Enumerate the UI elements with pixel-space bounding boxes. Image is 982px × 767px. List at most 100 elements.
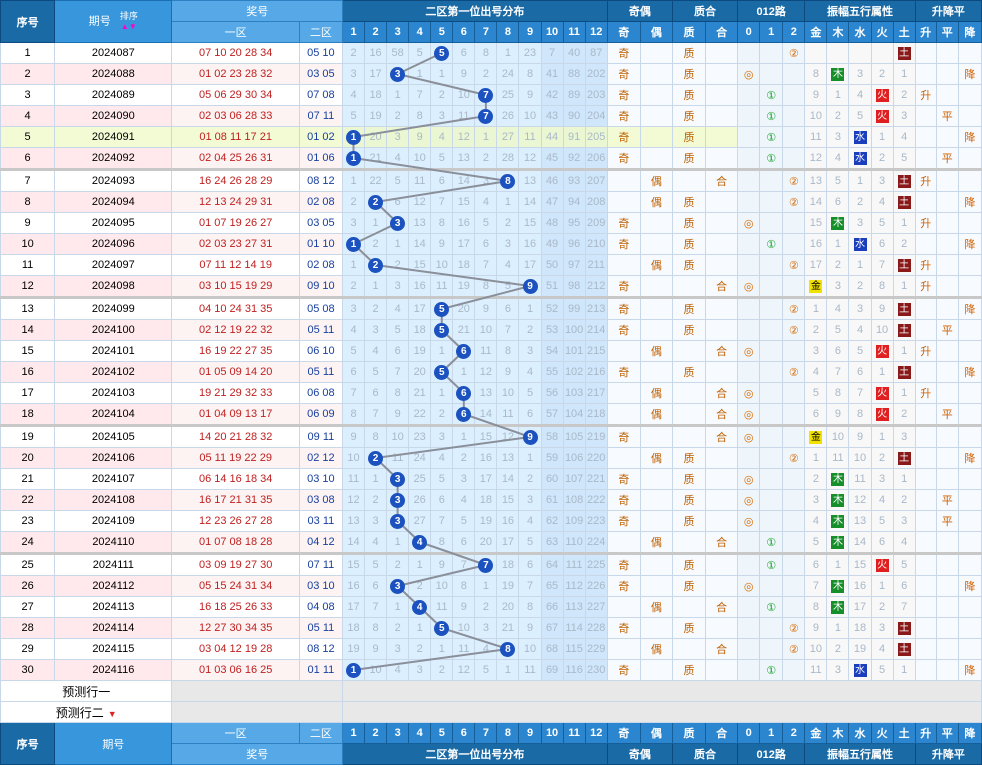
footer-route-2: 2 — [782, 722, 806, 744]
dist-miss-cell: 229 — [584, 638, 608, 660]
wuxing-cell: 11 — [848, 468, 872, 490]
row-period[interactable]: 2024110 — [54, 531, 173, 554]
number-ball: 6 — [456, 385, 472, 401]
table-row[interactable]: 9 2024095 01 07 19 26 27 03 05 3 1 3 13 8 16 5 2 15 4… — [0, 212, 982, 234]
table-row[interactable]: 10 2024096 02 03 23 27 31 01 10 1 2 1 14 9 17 6 3 16… — [0, 233, 982, 255]
parity-cell: 奇 — [606, 126, 641, 148]
row-seq: 7 — [0, 168, 56, 192]
table-row[interactable]: 8 2024094 12 13 24 29 31 02 08 2 2 6 12 7 15 4 1 14 4… — [0, 191, 982, 213]
row-period[interactable]: 2024108 — [54, 489, 173, 511]
row-period[interactable]: 2024091 — [54, 126, 173, 148]
row-period[interactable]: 2024106 — [54, 447, 173, 469]
table-row[interactable]: 12 2024098 03 10 15 19 29 09 10 2 1 3 16 11 19 8 5 9… — [0, 275, 982, 298]
dist-miss-cell: 19 — [496, 575, 520, 597]
predict-row-1[interactable]: 预测行一 — [0, 680, 173, 702]
dist-hit-cell: 3 — [386, 63, 410, 85]
row-period[interactable]: 2024090 — [54, 105, 173, 127]
table-row[interactable]: 7 2024093 16 24 26 28 29 08 12 1 22 5 11 6 14 3 8 13… — [0, 168, 982, 192]
dist-miss-cell: 217 — [584, 382, 608, 404]
row-period[interactable]: 2024104 — [54, 403, 173, 426]
updown-cell — [914, 447, 937, 469]
table-row[interactable]: 1 2024087 07 10 20 28 34 05 10 2 16 58 5 5 6 8 1 23 7… — [0, 42, 982, 64]
table-row[interactable]: 15 2024101 16 19 22 27 35 06 10 5 4 6 19 1 6 11 8 3 5… — [0, 340, 982, 362]
table-row[interactable]: 28 2024114 12 27 30 34 35 05 11 18 8 2 1 5 10 3 21 9… — [0, 617, 982, 639]
row-period[interactable]: 2024099 — [54, 296, 173, 320]
wuxing-cell: 4 — [826, 147, 850, 170]
row-period[interactable]: 2024115 — [54, 638, 173, 660]
updown-cell — [935, 296, 959, 320]
row-period[interactable]: 2024105 — [54, 424, 173, 448]
row-period[interactable]: 2024101 — [54, 340, 173, 362]
wuxing-badge: 土 — [897, 621, 911, 635]
table-row[interactable]: 3 2024089 05 06 29 30 34 07 08 4 18 1 7 2 10 7 25 9 4… — [0, 84, 982, 106]
table-row[interactable]: 14 2024100 02 12 19 22 32 05 11 4 3 5 18 5 21 10 7 2… — [0, 319, 982, 341]
wuxing-cell: 土 — [892, 254, 916, 276]
row-period[interactable]: 2024107 — [54, 468, 173, 490]
row-zone1-numbers: 06 14 16 18 34 — [171, 468, 300, 490]
row-period[interactable]: 2024093 — [54, 168, 173, 192]
row-period[interactable]: 2024113 — [54, 596, 173, 618]
row-period[interactable]: 2024095 — [54, 212, 173, 234]
updown-cell: 升 — [914, 254, 937, 276]
header-award: 奖号 — [171, 0, 343, 22]
dist-miss-cell: 101 — [562, 340, 586, 362]
header-period[interactable]: 期号 排序 ▲▼ — [54, 0, 173, 43]
table-row[interactable]: 11 2024097 07 11 12 14 19 02 08 1 2 2 15 10 18 7 4 1… — [0, 254, 982, 276]
row-period[interactable]: 2024097 — [54, 254, 173, 276]
row-period[interactable]: 2024103 — [54, 382, 173, 404]
updown-cell — [914, 489, 937, 511]
row-period[interactable]: 2024088 — [54, 63, 173, 85]
predict-row-2[interactable]: 预测行二 ▼ — [0, 701, 173, 723]
row-zone1-numbers: 16 17 21 31 35 — [171, 489, 300, 511]
sort-toggle[interactable]: 排序 ▲▼ — [120, 11, 138, 32]
table-row[interactable]: 17 2024103 19 21 29 32 33 06 08 7 6 8 21 1 6 13 10 5… — [0, 382, 982, 404]
row-period[interactable]: 2024087 — [54, 42, 173, 64]
route-mark-icon: ◎ — [743, 408, 754, 421]
row-period[interactable]: 2024089 — [54, 84, 173, 106]
table-row[interactable]: 27 2024113 16 18 25 26 33 04 08 17 7 1 4 11 9 2 20 8… — [0, 596, 982, 618]
row-period[interactable]: 2024109 — [54, 510, 173, 532]
number-ball: 7 — [478, 557, 494, 573]
route-cell: ① — [759, 233, 784, 255]
prime-cell — [705, 319, 739, 341]
row-period[interactable]: 2024094 — [54, 191, 173, 213]
row-period[interactable]: 2024096 — [54, 233, 173, 255]
row-period[interactable]: 2024102 — [54, 361, 173, 383]
parity-cell — [639, 233, 673, 255]
footer-prime-1: 合 — [705, 722, 739, 744]
dist-miss-cell: 5 — [452, 510, 476, 532]
table-row[interactable]: 26 2024112 05 15 24 31 34 03 10 16 6 3 2 10 8 1 19 7… — [0, 575, 982, 597]
table-row[interactable]: 16 2024102 01 05 09 14 20 05 11 6 5 7 20 5 1 12 9 4 5… — [0, 361, 982, 383]
row-period[interactable]: 2024116 — [54, 659, 173, 681]
parity-cell: 奇 — [606, 212, 641, 234]
header-parity-1: 偶 — [639, 21, 673, 43]
table-row[interactable]: 20 2024106 05 11 19 22 29 02 12 10 2 11 24 4 2 16 1… — [0, 447, 982, 469]
row-zone2-numbers: 05 11 — [298, 361, 343, 383]
row-period[interactable]: 2024100 — [54, 319, 173, 341]
table-row[interactable]: 24 2024110 01 07 08 18 28 04 12 14 4 1 4 8 6 20 17 5… — [0, 531, 982, 554]
table-row[interactable]: 22 2024108 16 17 21 31 35 03 08 12 2 3 26 6 4 18 15… — [0, 489, 982, 511]
table-row[interactable]: 18 2024104 01 04 09 13 17 06 09 8 7 9 22 2 6 14 11 6… — [0, 403, 982, 426]
table-row[interactable]: 13 2024099 04 10 24 31 35 05 08 3 2 4 17 5 20 9 6 1 5… — [0, 296, 982, 320]
table-row[interactable]: 25 2024111 03 09 19 27 30 07 11 15 5 2 1 9 7 7 18 6 6… — [0, 552, 982, 576]
table-row[interactable]: 29 2024115 03 04 12 19 28 08 12 19 9 3 2 1 11 4 8 10… — [0, 638, 982, 660]
table-row[interactable]: 5 2024091 01 08 11 17 21 01 02 1 20 3 9 4 12 1 27 11… — [0, 126, 982, 148]
wuxing-cell: 2 — [870, 447, 894, 469]
number-ball: 1 — [346, 129, 361, 145]
table-row[interactable]: 23 2024109 12 23 26 27 28 03 11 13 3 3 27 7 5 19 16… — [0, 510, 982, 532]
row-period[interactable]: 2024114 — [54, 617, 173, 639]
table-row[interactable]: 6 2024092 02 04 25 26 31 01 06 1 21 4 10 5 13 2 28 1… — [0, 147, 982, 170]
row-zone1-numbers: 07 11 12 14 19 — [171, 254, 300, 276]
table-row[interactable]: 4 2024090 02 03 06 28 33 07 11 5 19 2 8 3 11 7 26 10… — [0, 105, 982, 127]
row-period[interactable]: 2024092 — [54, 147, 173, 170]
table-row[interactable]: 2 2024088 01 02 23 28 32 03 05 3 17 3 1 1 9 2 24 8 41… — [0, 63, 982, 85]
table-row[interactable]: 30 2024116 01 03 06 16 25 01 11 1 10 4 3 2 12 5 1 11… — [0, 659, 982, 681]
row-period[interactable]: 2024112 — [54, 575, 173, 597]
route-mark-icon: ◎ — [743, 280, 754, 293]
table-row[interactable]: 19 2024105 14 20 21 28 32 09 11 9 8 10 23 3 1 15 12… — [0, 424, 982, 448]
row-period[interactable]: 2024098 — [54, 275, 173, 298]
row-period[interactable]: 2024111 — [54, 552, 173, 576]
route-cell — [782, 340, 806, 362]
route-mark-icon: ② — [788, 452, 799, 465]
table-row[interactable]: 21 2024107 06 14 16 18 34 03 10 11 1 3 25 5 3 17 14… — [0, 468, 982, 490]
